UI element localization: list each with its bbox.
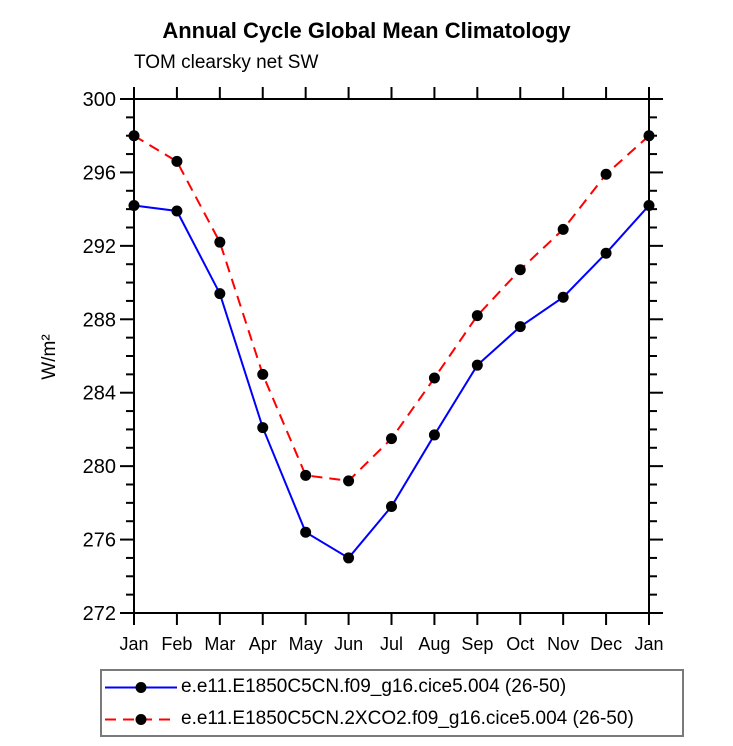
y-axis-tick-label: 272 [83, 603, 116, 625]
data-point-marker [514, 264, 526, 276]
y-axis-tick-label: 292 [83, 236, 116, 258]
legend-line-sample-solid [105, 681, 177, 693]
data-point-marker [257, 422, 269, 434]
data-point-marker [128, 199, 140, 211]
data-point-marker [300, 469, 312, 481]
data-point-marker [428, 429, 440, 441]
data-point-marker [643, 130, 655, 142]
legend-item-row: e.e11.E1850C5CN.f09_g16.cice5.004 (26-50… [102, 671, 682, 703]
x-axis-tick-label: Jul [380, 634, 403, 654]
data-point-marker [343, 475, 355, 487]
y-axis-tick-label: 300 [83, 89, 116, 111]
data-point-marker [214, 236, 226, 248]
data-point-marker [171, 205, 183, 217]
x-axis-tick-label: May [289, 634, 323, 654]
x-axis-tick-label: Jun [334, 634, 363, 654]
legend-label: e.e11.E1850C5CN.f09_g16.cice5.004 (26-50… [181, 676, 567, 697]
x-axis-tick-label: Dec [590, 634, 622, 654]
data-point-marker [514, 321, 526, 333]
data-point-marker [214, 288, 226, 300]
data-point-marker [171, 155, 183, 167]
y-axis-tick-label: 276 [83, 530, 116, 552]
data-point-marker [128, 130, 140, 142]
data-point-marker [600, 247, 612, 259]
legend-box: e.e11.E1850C5CN.f09_g16.cice5.004 (26-50… [100, 669, 684, 737]
x-axis-tick-label: Sep [461, 634, 493, 654]
x-axis-tick-label: Mar [204, 634, 235, 654]
data-point-marker [257, 368, 269, 380]
y-axis-title: W/m² [39, 334, 60, 380]
data-point-marker [600, 168, 612, 180]
data-point-marker [643, 199, 655, 211]
chart-title: Annual Cycle Global Mean Climatology [162, 18, 571, 43]
legend-marker [135, 713, 147, 725]
x-axis-tick-label: Jan [634, 634, 663, 654]
data-point-marker [557, 291, 569, 303]
data-point-marker [300, 526, 312, 538]
legend-item-row: e.e11.E1850C5CN.2XCO2.f09_g16.cice5.004 … [102, 703, 682, 735]
chart-subtitle: TOM clearsky net SW [134, 52, 319, 73]
x-axis-tick-label: Apr [249, 634, 277, 654]
legend-marker [135, 681, 147, 693]
axis-frame [133, 98, 650, 614]
x-axis-tick-label: Aug [418, 634, 450, 654]
x-axis-tick-label: Feb [161, 634, 192, 654]
x-axis-tick-label: Oct [506, 634, 534, 654]
data-point-marker [557, 223, 569, 235]
data-point-marker [386, 433, 397, 445]
legend-label: e.e11.E1850C5CN.2XCO2.f09_g16.cice5.004 … [181, 708, 634, 729]
y-axis-tick-label: 296 [83, 162, 116, 184]
data-point-marker [471, 359, 483, 371]
data-point-marker [386, 501, 397, 513]
y-axis-tick-label: 284 [83, 383, 116, 405]
y-axis-tick-label: 280 [83, 456, 116, 478]
data-point-marker [343, 552, 355, 564]
data-point-marker [428, 372, 440, 384]
series-line-1 [133, 134, 650, 482]
x-axis-tick-label: Nov [547, 634, 579, 654]
y-axis-tick-label: 288 [83, 309, 116, 331]
x-axis-tick-label: Jan [119, 634, 148, 654]
legend-line-sample-dashed [105, 713, 177, 725]
data-point-marker [471, 310, 483, 322]
